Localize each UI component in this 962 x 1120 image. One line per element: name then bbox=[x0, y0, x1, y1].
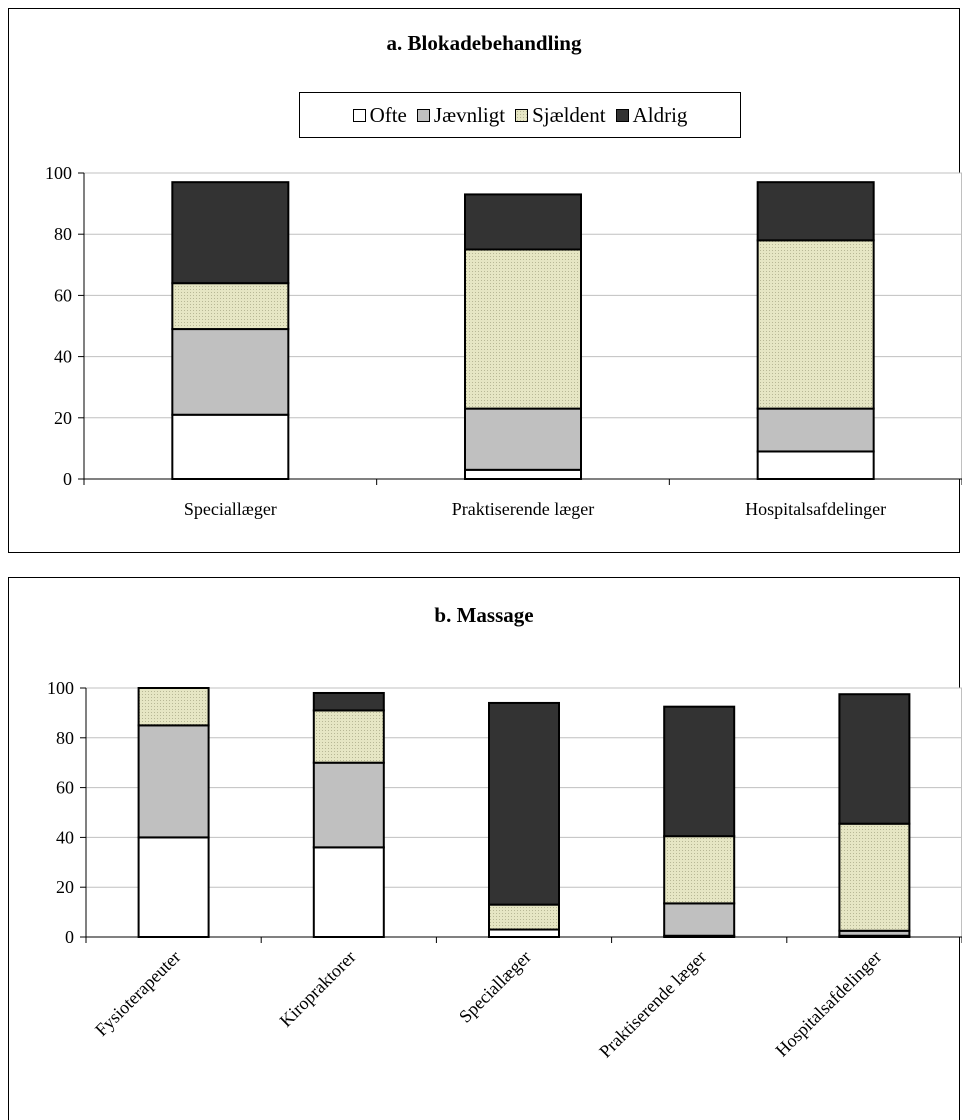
bar-sjaeldent-fysioterapeuter bbox=[137, 687, 210, 727]
bar-ofte-kiropraktorer bbox=[312, 846, 385, 938]
bar-aldrig-hospitalsafdelinger bbox=[838, 693, 911, 825]
bar-aldrig-speciallaeger bbox=[171, 181, 290, 285]
x-tick-label: Praktiserende læger bbox=[595, 947, 710, 1062]
bar-sjaeldent-praktiserende-laeger bbox=[663, 835, 736, 905]
y-tick-label: 40 bbox=[54, 347, 72, 367]
bar-sjaeldent-speciallaeger bbox=[171, 282, 290, 331]
chart-title-a: a. Blokadebehandling bbox=[386, 31, 582, 55]
bar-aldrig-speciallaeger bbox=[488, 701, 560, 906]
bar-ofte-speciallaeger bbox=[171, 413, 290, 480]
y-tick-label: 100 bbox=[45, 163, 72, 183]
y-tick-label: 20 bbox=[56, 877, 74, 897]
y-tick-label: 60 bbox=[54, 285, 72, 305]
legend-label-aldrig: Aldrig bbox=[632, 102, 688, 127]
x-tick-label: Kiropraktorer bbox=[276, 947, 360, 1031]
bar-ofte-fysioterapeuter bbox=[137, 836, 210, 939]
y-tick-label: 0 bbox=[63, 469, 72, 489]
y-tick-label: 40 bbox=[56, 827, 74, 847]
x-tick-label: Fysioterapeuter bbox=[91, 947, 184, 1040]
bar-aldrig-praktiserende-laeger bbox=[464, 193, 582, 251]
bar-ofte-hospitalsafdelinger bbox=[756, 450, 875, 480]
legend-swatch-aldrig bbox=[615, 108, 629, 122]
x-tick-label: Hospitalsafdelinger bbox=[745, 499, 886, 519]
legend-item-ofte: Ofte bbox=[352, 102, 407, 128]
x-tick-label: Hospitalsafdelinger bbox=[771, 947, 885, 1061]
chart-a-svg: 0 20 40 60 80 100 Speciallæger Praktiserende læ… bbox=[45, 163, 962, 519]
bar-sjaeldent-kiropraktorer bbox=[312, 709, 385, 764]
legend-item-jaevnligt: Jævnligt bbox=[416, 102, 506, 128]
bar-jaevnligt-speciallaeger bbox=[171, 328, 290, 416]
bar-aldrig-praktiserende-laeger bbox=[663, 705, 736, 838]
bar-jaevnligt-fysioterapeuter bbox=[137, 724, 210, 839]
y-tick-label: 80 bbox=[56, 728, 74, 748]
legend-label-ofte: Ofte bbox=[369, 102, 407, 127]
legend-swatch-jaevnligt bbox=[416, 108, 430, 122]
bar-sjaeldent-speciallaeger bbox=[488, 903, 560, 931]
legend-item-aldrig: Aldrig bbox=[615, 102, 688, 128]
chart-title-b: b. Massage bbox=[434, 603, 534, 627]
legend-swatch-ofte bbox=[352, 108, 366, 122]
legend-label-sjaeldent: Sjældent bbox=[532, 102, 606, 127]
legend-swatch-sjaeldent bbox=[515, 108, 529, 122]
x-tick-label: Speciallæger bbox=[455, 947, 535, 1027]
bar-jaevnligt-praktiserende-laeger bbox=[663, 902, 736, 937]
legend-item-sjaeldent: Sjældent bbox=[515, 103, 606, 128]
y-tick-label: 100 bbox=[47, 678, 74, 698]
bar-sjaeldent-hospitalsafdelinger bbox=[756, 239, 875, 410]
bar-sjaeldent-hospitalsafdelinger bbox=[838, 822, 911, 932]
legend: Ofte Jævnligt Sjældent Aldrig bbox=[299, 92, 741, 138]
x-tick-label: Praktiserende læger bbox=[452, 499, 594, 519]
bar-jaevnligt-praktiserende-laeger bbox=[464, 407, 582, 471]
y-tick-label: 0 bbox=[65, 927, 74, 947]
y-tick-label: 60 bbox=[56, 778, 74, 798]
bar-aldrig-kiropraktorer bbox=[312, 691, 385, 712]
y-tick-label: 80 bbox=[54, 224, 72, 244]
y-tick-label: 20 bbox=[54, 408, 72, 428]
x-tick-label: Speciallæger bbox=[184, 499, 277, 519]
bar-ofte-speciallaeger bbox=[488, 928, 560, 939]
bar-jaevnligt-kiropraktorer bbox=[312, 761, 385, 849]
legend-label-jaevnligt: Jævnligt bbox=[433, 102, 506, 127]
bar-aldrig-hospitalsafdelinger bbox=[756, 181, 875, 242]
